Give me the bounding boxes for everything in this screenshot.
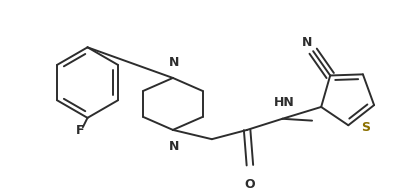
Text: N: N [168, 56, 179, 69]
Text: N: N [168, 140, 179, 153]
Text: O: O [244, 178, 255, 191]
Text: N: N [302, 36, 312, 49]
Text: HN: HN [274, 96, 294, 109]
Text: S: S [361, 121, 370, 134]
Text: F: F [76, 124, 84, 137]
